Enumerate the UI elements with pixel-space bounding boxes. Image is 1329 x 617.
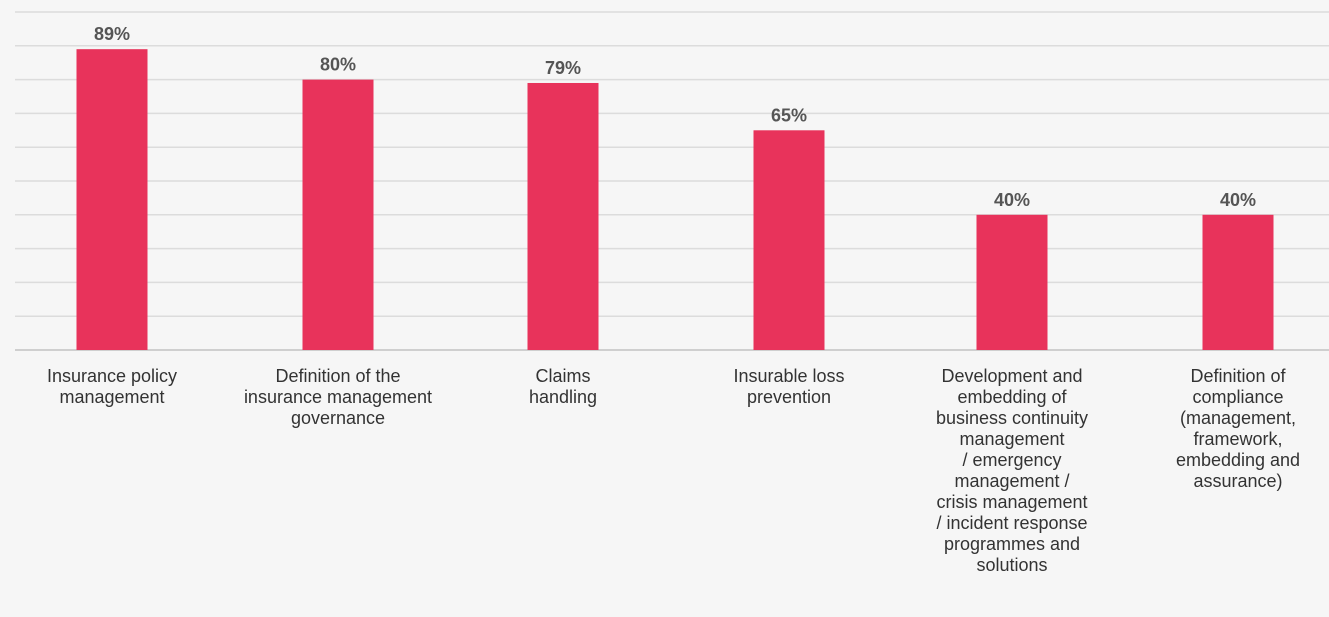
bar <box>1202 214 1274 350</box>
bar-value-label: 80% <box>320 55 356 75</box>
bar-value-label: 65% <box>771 105 807 125</box>
category-label: Claims handling <box>528 366 598 407</box>
bar <box>527 82 599 350</box>
bar <box>76 49 148 351</box>
category-label: Definition of the insurance management gov… <box>243 366 433 428</box>
category-label: Development and embedding of business cont… <box>935 366 1089 575</box>
value-labels: 89% 80% 79% 65% 40% 40% <box>94 24 1256 210</box>
bar-value-label: 79% <box>545 58 581 78</box>
gridlines <box>15 11 1329 351</box>
bar-value-label: 40% <box>1220 190 1256 210</box>
bar-value-label: 40% <box>994 190 1030 210</box>
bars <box>76 49 1274 351</box>
bar <box>753 130 825 350</box>
category-label: Insurance policy management <box>46 366 178 407</box>
category-label: Insurable loss prevention <box>733 366 845 407</box>
category-label: Definition of compliance (management, frame… <box>1175 366 1301 491</box>
bar <box>302 79 374 350</box>
bar-value-label: 89% <box>94 24 130 44</box>
bar <box>976 214 1048 350</box>
